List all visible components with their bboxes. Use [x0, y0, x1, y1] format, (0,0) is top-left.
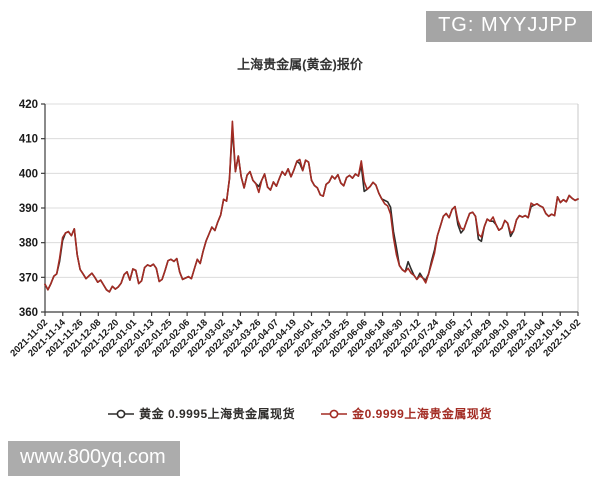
svg-text:420: 420 — [19, 99, 38, 111]
svg-text:400: 400 — [19, 168, 38, 180]
legend-label: 金0.9999上海贵金属现货 — [352, 407, 492, 421]
svg-text:370: 370 — [19, 272, 38, 284]
chart-legend: 黄金 0.9995上海贵金属现货 金0.9999上海贵金属现货 — [0, 405, 600, 422]
y-axis-labels: 360 370 380 390 400 410 420 — [19, 99, 45, 319]
legend-item-gold-9995: 黄金 0.9995上海贵金属现货 — [108, 405, 295, 422]
svg-text:380: 380 — [19, 238, 38, 250]
svg-text:410: 410 — [19, 134, 38, 146]
legend-item-gold-9999: 金0.9999上海贵金属现货 — [321, 405, 492, 422]
tg-badge: TG: MYYJJPP — [426, 11, 592, 42]
series-line-1 — [44, 120, 579, 293]
legend-marker-line-circle-icon — [321, 409, 348, 418]
site-watermark: www.800yq.com — [8, 441, 180, 476]
chart-title: 上海贵金属(黄金)报价 — [237, 57, 363, 72]
x-axis-labels: 2021-11-022021-11-142021-11-262021-12-08… — [8, 312, 583, 359]
svg-text:360: 360 — [19, 307, 38, 319]
svg-text:390: 390 — [19, 203, 38, 215]
legend-marker-line-circle-icon — [108, 409, 135, 418]
gridlines — [45, 103, 579, 312]
series-lines — [44, 120, 579, 293]
legend-label: 黄金 0.9995上海贵金属现货 — [139, 407, 296, 421]
series-line-0 — [44, 127, 579, 293]
